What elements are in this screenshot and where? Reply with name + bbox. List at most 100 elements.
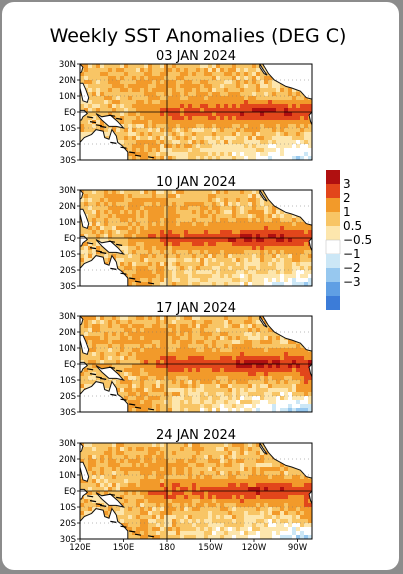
- anomaly-cell: [244, 332, 248, 336]
- anomaly-cell: [140, 324, 144, 328]
- anomaly-cell: [136, 392, 140, 396]
- anomaly-cell: [252, 214, 256, 218]
- anomaly-cell: [256, 344, 260, 348]
- anomaly-cell: [276, 352, 280, 356]
- anomaly-cell: [260, 108, 264, 112]
- anomaly-cell: [220, 380, 224, 384]
- anomaly-cell: [276, 144, 280, 148]
- anomaly-cell: [296, 108, 300, 112]
- anomaly-cell: [288, 254, 292, 258]
- anomaly-cell: [164, 72, 168, 76]
- anomaly-cell: [220, 282, 224, 286]
- anomaly-cell: [88, 447, 92, 451]
- anomaly-cell: [220, 316, 224, 320]
- anomaly-cell: [228, 340, 232, 344]
- anomaly-cell: [196, 64, 200, 68]
- anomaly-cell: [152, 463, 156, 467]
- anomaly-cell: [116, 262, 120, 266]
- anomaly-cell: [144, 487, 148, 491]
- anomaly-cell: [152, 467, 156, 471]
- anomaly-cell: [144, 282, 148, 286]
- anomaly-cell: [144, 479, 148, 483]
- anomaly-cell: [124, 218, 128, 222]
- anomaly-cell: [236, 278, 240, 282]
- anomaly-cell: [168, 214, 172, 218]
- anomaly-cell: [116, 451, 120, 455]
- anomaly-cell: [200, 479, 204, 483]
- anomaly-cell: [144, 455, 148, 459]
- anomaly-cell: [176, 278, 180, 282]
- anomaly-cell: [144, 447, 148, 451]
- anomaly-cell: [84, 384, 88, 388]
- anomaly-cell: [180, 262, 184, 266]
- anomaly-cell: [108, 194, 112, 198]
- anomaly-cell: [184, 332, 188, 336]
- anomaly-cell: [96, 88, 100, 92]
- anomaly-cell: [120, 372, 124, 376]
- anomaly-cell: [152, 392, 156, 396]
- anomaly-cell: [80, 198, 84, 202]
- anomaly-cell: [128, 376, 132, 380]
- anomaly-cell: [100, 190, 104, 194]
- anomaly-cell: [220, 238, 224, 242]
- anomaly-cell: [264, 238, 268, 242]
- anomaly-cell: [304, 282, 308, 286]
- anomaly-cell: [112, 128, 116, 132]
- anomaly-cell: [200, 116, 204, 120]
- anomaly-cell: [128, 64, 132, 68]
- anomaly-cell: [160, 234, 164, 238]
- anomaly-cell: [236, 242, 240, 246]
- anomaly-cell: [168, 128, 172, 132]
- anomaly-cell: [212, 479, 216, 483]
- anomaly-cell: [188, 447, 192, 451]
- anomaly-cell: [240, 210, 244, 214]
- anomaly-cell: [136, 124, 140, 128]
- anomaly-cell: [140, 340, 144, 344]
- anomaly-cell: [168, 112, 172, 116]
- anomaly-cell: [264, 336, 268, 340]
- anomaly-cell: [152, 320, 156, 324]
- anomaly-cell: [220, 352, 224, 356]
- anomaly-cell: [240, 72, 244, 76]
- anomaly-cell: [192, 132, 196, 136]
- anomaly-cell: [220, 408, 224, 412]
- anomaly-cell: [276, 250, 280, 254]
- anomaly-cell: [200, 356, 204, 360]
- anomaly-cell: [140, 88, 144, 92]
- anomaly-cell: [192, 104, 196, 108]
- anomaly-cell: [120, 364, 124, 368]
- anomaly-cell: [92, 84, 96, 88]
- anomaly-cell: [144, 384, 148, 388]
- anomaly-cell: [176, 246, 180, 250]
- anomaly-cell: [88, 376, 92, 380]
- anomaly-cell: [172, 92, 176, 96]
- anomaly-cell: [132, 364, 136, 368]
- landmass: [308, 111, 312, 126]
- anomaly-cell: [288, 344, 292, 348]
- anomaly-cell: [236, 344, 240, 348]
- anomaly-cell: [132, 214, 136, 218]
- anomaly-cell: [176, 262, 180, 266]
- anomaly-cell: [140, 316, 144, 320]
- anomaly-cell: [212, 475, 216, 479]
- anomaly-cell: [160, 116, 164, 120]
- anomaly-cell: [220, 471, 224, 475]
- anomaly-cell: [168, 104, 172, 108]
- anomaly-cell: [136, 324, 140, 328]
- anomaly-cell: [88, 487, 92, 491]
- anomaly-cell: [224, 320, 228, 324]
- anomaly-cell: [148, 392, 152, 396]
- anomaly-cell: [204, 128, 208, 132]
- anomaly-cell: [220, 214, 224, 218]
- anomaly-cell: [132, 230, 136, 234]
- anomaly-cell: [136, 64, 140, 68]
- anomaly-cell: [176, 483, 180, 487]
- anomaly-cell: [84, 234, 88, 238]
- anomaly-cell: [104, 112, 108, 116]
- panel-date-title: 03 JAN 2024: [156, 49, 236, 64]
- anomaly-cell: [172, 246, 176, 250]
- anomaly-cell: [248, 270, 252, 274]
- anomaly-cell: [132, 278, 136, 282]
- anomaly-cell: [148, 324, 152, 328]
- anomaly-cell: [200, 372, 204, 376]
